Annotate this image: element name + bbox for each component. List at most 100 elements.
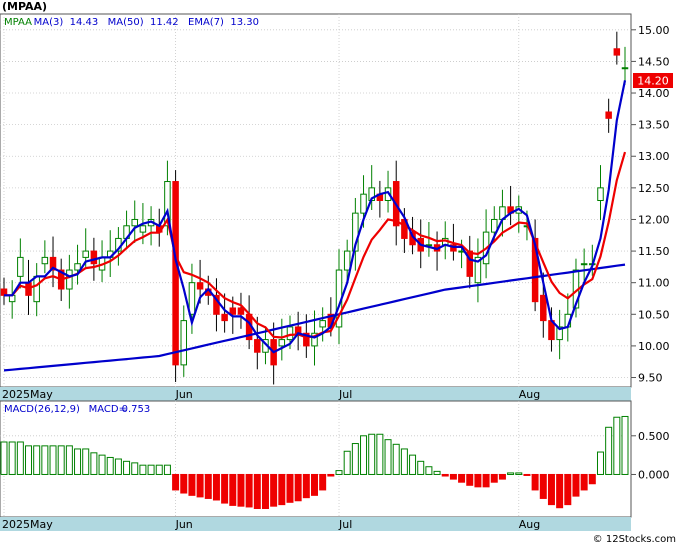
candle-body-up [278, 339, 286, 347]
macd-bar-positive [106, 456, 114, 475]
candle-body-down [90, 250, 98, 265]
price-tick-label: 10.00 [638, 340, 670, 353]
macd-tick-label: 0.000 [638, 468, 670, 481]
price-tick-label: 12.00 [638, 213, 670, 226]
candle-body-up [188, 282, 196, 315]
candle-body-up [17, 256, 24, 277]
macd-bar-positive [25, 445, 33, 475]
candle [352, 197, 359, 271]
candle-body-up [360, 193, 367, 214]
candle [17, 238, 24, 289]
macd-bar-negative [588, 473, 596, 485]
macd-bar-negative [278, 473, 286, 506]
macd-legend-label: MACD(26,12,9) [4, 404, 80, 415]
price-tick-label: 11.00 [638, 277, 670, 290]
price-legend-label: EMA(7) [188, 17, 224, 28]
candle [41, 240, 49, 274]
candle-body-up [621, 67, 629, 70]
macd-bar-positive [114, 458, 122, 475]
price-legend-value: 11.42 [150, 17, 179, 28]
macd-bar-positive [384, 439, 392, 475]
price-tick-label: 13.50 [638, 119, 670, 132]
macd-bar-negative [449, 473, 457, 480]
candle-body-up [384, 187, 392, 201]
candle [597, 165, 604, 221]
candle-body-up [33, 275, 40, 303]
macd-bar-positive [360, 435, 368, 475]
price-legend-value: 13.30 [230, 17, 259, 28]
candle [49, 236, 57, 288]
macd-bar-positive [82, 448, 90, 475]
candle-body-up [139, 225, 147, 233]
candle [531, 219, 539, 312]
price-date-band [0, 387, 631, 401]
price-x-label: Jul [338, 388, 352, 401]
macd-bar-positive [155, 464, 163, 475]
price-tick-label: 11.50 [638, 245, 670, 258]
macd-panel: 0.500 0.000 MACD(26,12,9) MACD=0.753 2025M… [0, 400, 670, 531]
candle [580, 248, 588, 281]
price-legend-label: MA(50) [108, 17, 144, 28]
macd-bar-negative [572, 473, 580, 497]
price-legend-label: MPAA [4, 17, 32, 28]
candle-body-up [352, 212, 359, 252]
macd-bar-positive [123, 460, 131, 475]
macd-bar-negative [441, 473, 449, 477]
candle-body-down [229, 307, 237, 315]
macd-bar-negative [327, 473, 335, 477]
candle-body-up [474, 256, 482, 284]
macd-bar-negative [498, 473, 506, 480]
macd-bar-negative [180, 473, 188, 494]
macd-bar-negative [302, 473, 310, 499]
candle [82, 228, 89, 267]
ma50-line [3, 263, 626, 372]
macd-date-band [0, 517, 631, 531]
candle [66, 254, 73, 309]
chart-title: (MPAA) [2, 0, 47, 13]
price-legend: MPAA MA(3) 14.43 MA(50) 11.42 EMA(7) 13.30 [4, 17, 259, 28]
ma3-line [4, 80, 627, 354]
candle-body-down [196, 282, 204, 290]
macd-legend-value: 0.753 [122, 404, 151, 415]
macd-bar-positive [74, 448, 82, 475]
macd-bar-negative [564, 473, 572, 506]
candle-body-down [303, 332, 310, 347]
macd-bar-positive [515, 472, 523, 475]
macd-bar-negative [523, 473, 531, 476]
macd-bar-positive [368, 433, 376, 475]
macd-bar-negative [261, 473, 269, 509]
macd-bar-positive [376, 433, 384, 475]
macd-bar-positive [16, 441, 24, 475]
macd-bar-positive [343, 450, 351, 475]
macd-bar-negative [474, 473, 482, 488]
candle-body-up [491, 218, 498, 233]
candle-body-up [41, 256, 49, 265]
candle-body-up [164, 181, 171, 227]
macd-tick-label: 0.500 [638, 430, 670, 443]
price-tick-label: 9.50 [638, 372, 663, 385]
candle [605, 98, 612, 133]
macd-bar-positive [139, 464, 147, 475]
price-tick-label: 13.00 [638, 150, 670, 163]
macd-bar-negative [539, 473, 547, 499]
macd-bar-negative [482, 473, 490, 488]
candle-body-up [597, 187, 604, 201]
macd-legend-label: MACD= [89, 404, 127, 415]
candle [74, 244, 81, 285]
macd-bar-positive [90, 452, 98, 475]
macd-bar-negative [188, 473, 196, 496]
candle-body-down [613, 48, 621, 56]
macd-bar-positive [351, 443, 359, 475]
price-y-axis: 15.00 14.50 14.00 13.50 13.00 12.50 12.00 11.50… [631, 24, 670, 385]
candle [466, 235, 473, 289]
candle [254, 316, 261, 370]
macd-bar-negative [253, 473, 261, 509]
macd-bar-positive [65, 445, 73, 475]
price-tick-label: 10.50 [638, 308, 670, 321]
macd-bars [0, 415, 629, 509]
price-legend-label: MA(3) [34, 17, 64, 28]
candle-body-down [221, 313, 228, 322]
macd-bar-positive [392, 443, 400, 475]
